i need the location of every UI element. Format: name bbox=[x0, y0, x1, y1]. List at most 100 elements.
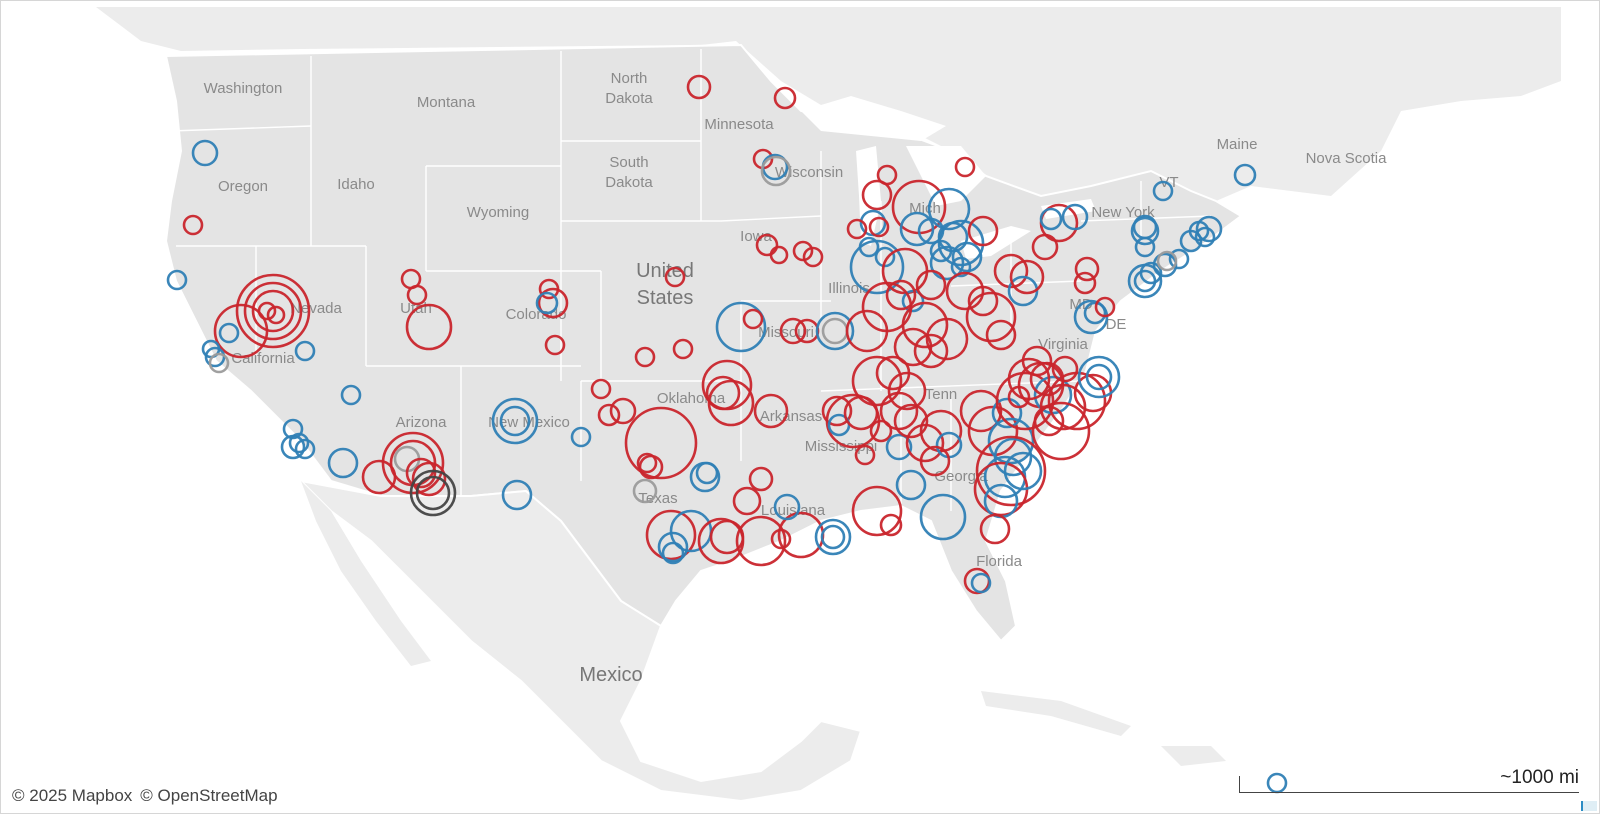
map-marker-red-89[interactable] bbox=[846, 218, 868, 240]
map-marker-blue-149[interactable] bbox=[987, 417, 1035, 465]
map-marker-blue-148[interactable] bbox=[991, 397, 1023, 429]
map-marker-red-117[interactable] bbox=[1074, 256, 1100, 282]
map-marker-red-146[interactable] bbox=[959, 389, 1003, 433]
map-marker-blue-75[interactable] bbox=[820, 524, 846, 550]
map-marker-red-105[interactable] bbox=[915, 269, 947, 301]
map-marker-blue-182[interactable] bbox=[1132, 214, 1158, 240]
map-marker-blue-14[interactable] bbox=[340, 384, 362, 406]
map-marker-blue-33[interactable] bbox=[535, 291, 559, 315]
map-marker-red-39[interactable] bbox=[590, 378, 612, 400]
map-marker-red-8[interactable] bbox=[257, 301, 277, 321]
map-marker-red-160[interactable] bbox=[1031, 401, 1091, 461]
map-marker-dark-30[interactable] bbox=[415, 475, 451, 511]
map-marker-blue-175[interactable] bbox=[1083, 301, 1107, 325]
map-marker-red-133[interactable] bbox=[843, 395, 879, 431]
map-marker-blue-115[interactable] bbox=[1039, 207, 1063, 231]
map-marker-blue-100[interactable] bbox=[929, 239, 953, 263]
map-marker-red-60[interactable] bbox=[748, 466, 774, 492]
map-marker-blue-36[interactable] bbox=[499, 405, 531, 437]
map-marker-blue-180[interactable] bbox=[1139, 261, 1163, 285]
map-marker-blue-92[interactable] bbox=[874, 246, 896, 268]
map-marker-red-5[interactable] bbox=[235, 273, 311, 349]
map-marker-red-7[interactable] bbox=[251, 289, 295, 333]
tableau-logo-icon[interactable] bbox=[1581, 801, 1597, 811]
map-marker-red-145[interactable] bbox=[854, 444, 876, 466]
map-marker-red-108[interactable] bbox=[965, 291, 1017, 343]
map-marker-red-171[interactable] bbox=[1021, 345, 1053, 377]
map-marker-blue-38[interactable] bbox=[570, 426, 592, 448]
map-marker-blue-62[interactable] bbox=[715, 301, 767, 353]
map-marker-blue-35[interactable] bbox=[491, 397, 539, 445]
map-marker-red-79[interactable] bbox=[769, 245, 789, 265]
map-marker-red-51[interactable] bbox=[636, 452, 658, 474]
map-marker-blue-166[interactable] bbox=[1085, 363, 1113, 391]
map-marker-red-98[interactable] bbox=[967, 215, 999, 247]
map-marker-red-124[interactable] bbox=[913, 333, 949, 369]
map-marker-red-110[interactable] bbox=[993, 253, 1029, 289]
map-marker-blue-19[interactable] bbox=[327, 447, 359, 479]
map-marker-red-137[interactable] bbox=[905, 423, 945, 463]
map-marker-red-126[interactable] bbox=[851, 355, 903, 407]
map-marker-blue-191[interactable] bbox=[1233, 163, 1257, 187]
map-marker-red-83[interactable] bbox=[954, 156, 976, 178]
map-marker-blue-165[interactable] bbox=[1077, 355, 1121, 399]
map-marker-red-44[interactable] bbox=[664, 266, 686, 288]
map-marker-blue-116[interactable] bbox=[1061, 203, 1089, 231]
map-marker-red-76[interactable] bbox=[779, 317, 807, 345]
map-marker-red-177[interactable] bbox=[1073, 271, 1097, 295]
map-marker-blue-189[interactable] bbox=[1194, 226, 1216, 248]
map-marker-red-176[interactable] bbox=[1094, 296, 1116, 318]
map-marker-red-109[interactable] bbox=[985, 319, 1017, 351]
map-marker-blue-4[interactable] bbox=[218, 322, 240, 344]
map-marker-red-27[interactable] bbox=[405, 457, 437, 489]
map-marker-blue-103[interactable] bbox=[901, 289, 925, 313]
map-marker-blue-141[interactable] bbox=[895, 469, 927, 501]
map-marker-blue-17[interactable] bbox=[288, 432, 310, 454]
map-marker-red-40[interactable] bbox=[597, 403, 621, 427]
map-marker-gray-53[interactable] bbox=[632, 478, 658, 504]
map-marker-red-129[interactable] bbox=[879, 391, 919, 431]
map-marker-blue-101[interactable] bbox=[950, 256, 972, 278]
map-marker-red-136[interactable] bbox=[893, 403, 929, 439]
map-marker-blue-55[interactable] bbox=[695, 461, 719, 485]
map-marker-red-80[interactable] bbox=[792, 240, 814, 262]
map-marker-blue-183[interactable] bbox=[1130, 216, 1160, 246]
map-marker-red-107[interactable] bbox=[967, 285, 999, 317]
map-marker-red-138[interactable] bbox=[919, 409, 963, 453]
map-marker-blue-2[interactable] bbox=[166, 269, 188, 291]
map-marker-blue-144[interactable] bbox=[919, 493, 967, 541]
map-marker-blue-184[interactable] bbox=[1152, 180, 1174, 202]
map-marker-blue-97[interactable] bbox=[951, 241, 983, 273]
map-marker-blue-118[interactable] bbox=[815, 311, 855, 351]
map-marker-red-57[interactable] bbox=[705, 375, 741, 411]
map-marker-red-22[interactable] bbox=[405, 303, 453, 351]
map-marker-red-155[interactable] bbox=[979, 513, 1011, 545]
map-marker-red-134[interactable] bbox=[869, 419, 893, 443]
map-marker-red-43[interactable] bbox=[672, 338, 694, 360]
map-marker-blue-91[interactable] bbox=[858, 236, 880, 258]
map-marker-red-42[interactable] bbox=[634, 346, 656, 368]
map-marker-red-28[interactable] bbox=[411, 461, 447, 497]
map-marker-red-70[interactable] bbox=[735, 515, 787, 567]
map-marker-red-125[interactable] bbox=[893, 327, 933, 367]
map-marker-red-131[interactable] bbox=[821, 395, 853, 427]
map-marker-red-41[interactable] bbox=[609, 397, 637, 425]
map-marker-red-81[interactable] bbox=[802, 246, 824, 268]
map-marker-red-128[interactable] bbox=[887, 371, 927, 411]
map-marker-red-168[interactable] bbox=[1051, 355, 1079, 383]
map-marker-red-104[interactable] bbox=[885, 279, 917, 311]
map-marker-red-167[interactable] bbox=[1029, 361, 1065, 397]
map-marker-blue-74[interactable] bbox=[814, 518, 852, 556]
map-marker-red-78[interactable] bbox=[755, 233, 779, 257]
map-marker-red-156[interactable] bbox=[995, 371, 1055, 431]
map-marker-dark-29[interactable] bbox=[409, 469, 457, 517]
map-marker-red-152[interactable] bbox=[975, 435, 1047, 507]
map-marker-red-123[interactable] bbox=[925, 317, 969, 361]
map-marker-blue-86[interactable] bbox=[927, 187, 971, 231]
map-marker-gray-12[interactable] bbox=[208, 352, 230, 374]
map-marker-red-84[interactable] bbox=[861, 179, 893, 211]
map-marker-red-122[interactable] bbox=[901, 301, 949, 349]
map-marker-red-34[interactable] bbox=[544, 334, 566, 356]
map-marker-blue-173[interactable] bbox=[970, 572, 992, 594]
